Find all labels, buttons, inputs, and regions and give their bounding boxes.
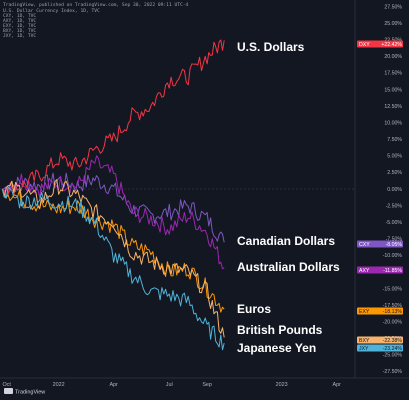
last-value-tag-dxy bbox=[357, 40, 403, 48]
series-name-bxy: British Pounds bbox=[237, 323, 323, 337]
symbol-line-jxy: JXY, 1D, TVC bbox=[3, 34, 37, 39]
last-value-tag-cxy bbox=[357, 240, 403, 248]
symbol-line-axy: AXY, 1D, TVC bbox=[3, 19, 37, 24]
y-tick-label: -27.50% bbox=[383, 369, 403, 375]
last-value-tags: DXY +22.42% CXY -8.05% AXY -11.85% EXY -18.13% B… bbox=[357, 40, 403, 352]
tag-symbol-bxy: BXY bbox=[359, 338, 370, 344]
last-value-tag-axy bbox=[357, 266, 403, 274]
symbol-line-cxy: CXY, 1D, TVC bbox=[3, 14, 37, 19]
x-tick-label: Jul bbox=[166, 382, 173, 388]
y-tick-label: -5.00% bbox=[386, 220, 403, 226]
y-tick-label: 27.50% bbox=[384, 4, 402, 10]
tag-symbol-jxy: JXY bbox=[359, 346, 369, 352]
y-tick-label: -25.00% bbox=[383, 353, 403, 359]
y-tick-label: 15.00% bbox=[384, 87, 402, 93]
brand-label: TradingView bbox=[15, 390, 45, 396]
series-name-exy: Euros bbox=[237, 302, 271, 316]
last-value-tag-exy bbox=[357, 307, 403, 315]
series-name-jxy: Japanese Yen bbox=[237, 341, 316, 355]
tag-value-axy: -11.85% bbox=[383, 268, 402, 274]
tradingview-logo-icon bbox=[4, 388, 13, 394]
tag-symbol-cxy: CXY bbox=[359, 242, 370, 248]
x-axis-ticks: Oct 2022 Apr Jul Sep 2023 Apr bbox=[2, 382, 341, 388]
series-line-exy bbox=[1, 188, 225, 313]
y-tick-label: 17.50% bbox=[384, 71, 402, 77]
tag-value-jxy: -23.24% bbox=[383, 346, 403, 352]
publish-line: TradingView, published on TradingView.co… bbox=[3, 3, 189, 8]
tag-value-exy: -18.13% bbox=[383, 309, 403, 315]
y-tick-label: -17.50% bbox=[383, 303, 403, 309]
tag-symbol-axy: AXY bbox=[359, 268, 370, 274]
y-tick-label: 10.00% bbox=[384, 120, 402, 126]
series-lines bbox=[1, 39, 225, 351]
tag-value-cxy: -8.05% bbox=[386, 242, 403, 248]
last-value-tag-jxy bbox=[357, 344, 403, 352]
y-tick-label: -10.00% bbox=[383, 253, 403, 259]
y-tick-label: -7.50% bbox=[386, 237, 403, 243]
tag-value-bxy: -22.38% bbox=[383, 338, 403, 344]
symbol-line-bxy: BXY, 1D, TVC bbox=[3, 29, 37, 34]
y-tick-label: 25.00% bbox=[384, 21, 402, 27]
x-tick-label: Apr bbox=[109, 382, 118, 388]
y-tick-label: 7.50% bbox=[387, 137, 402, 143]
x-tick-label: 2023 bbox=[276, 382, 288, 388]
tag-value-dxy: +22.42% bbox=[381, 42, 402, 48]
y-axis-ticks: 27.50%25.00%22.50%20.00%17.50%15.00%12.5… bbox=[383, 4, 403, 375]
last-value-tag-bxy bbox=[357, 336, 403, 344]
series-name-labels: U.S. Dollars Canadian Dollars Australian D… bbox=[237, 40, 340, 355]
series-line-axy bbox=[1, 155, 225, 270]
y-tick-label: -2.50% bbox=[386, 203, 403, 209]
main-series-line: U.S. Dollar Currency Index, 1D, TVC bbox=[3, 9, 100, 14]
x-tick-label: 2022 bbox=[53, 382, 65, 388]
series-name-dxy: U.S. Dollars bbox=[237, 40, 305, 54]
symbol-line-exy: EXY, 1D, TVC bbox=[3, 24, 37, 29]
y-tick-label: 0.00% bbox=[387, 187, 402, 193]
y-tick-label: -20.00% bbox=[383, 319, 403, 325]
y-tick-label: 2.50% bbox=[387, 170, 402, 176]
tag-symbol-dxy: DXY bbox=[359, 42, 370, 48]
series-line-cxy bbox=[2, 172, 225, 243]
x-tick-label: Sep bbox=[202, 382, 212, 388]
series-line-bxy bbox=[1, 179, 225, 338]
series-line-jxy bbox=[1, 186, 225, 351]
x-tick-label: Oct bbox=[2, 382, 11, 388]
x-tick-label: Apr bbox=[332, 382, 341, 388]
y-tick-label: 12.50% bbox=[384, 104, 402, 110]
series-name-cxy: Canadian Dollars bbox=[237, 234, 335, 248]
y-tick-label: 20.00% bbox=[384, 54, 402, 60]
brand-group: TradingView bbox=[4, 388, 45, 396]
series-line-dxy bbox=[2, 39, 225, 197]
series-name-axy: Australian Dollars bbox=[237, 260, 340, 274]
tag-symbol-exy: EXY bbox=[359, 309, 370, 315]
y-tick-label: 5.00% bbox=[387, 154, 402, 160]
y-tick-label: -15.00% bbox=[383, 286, 403, 292]
